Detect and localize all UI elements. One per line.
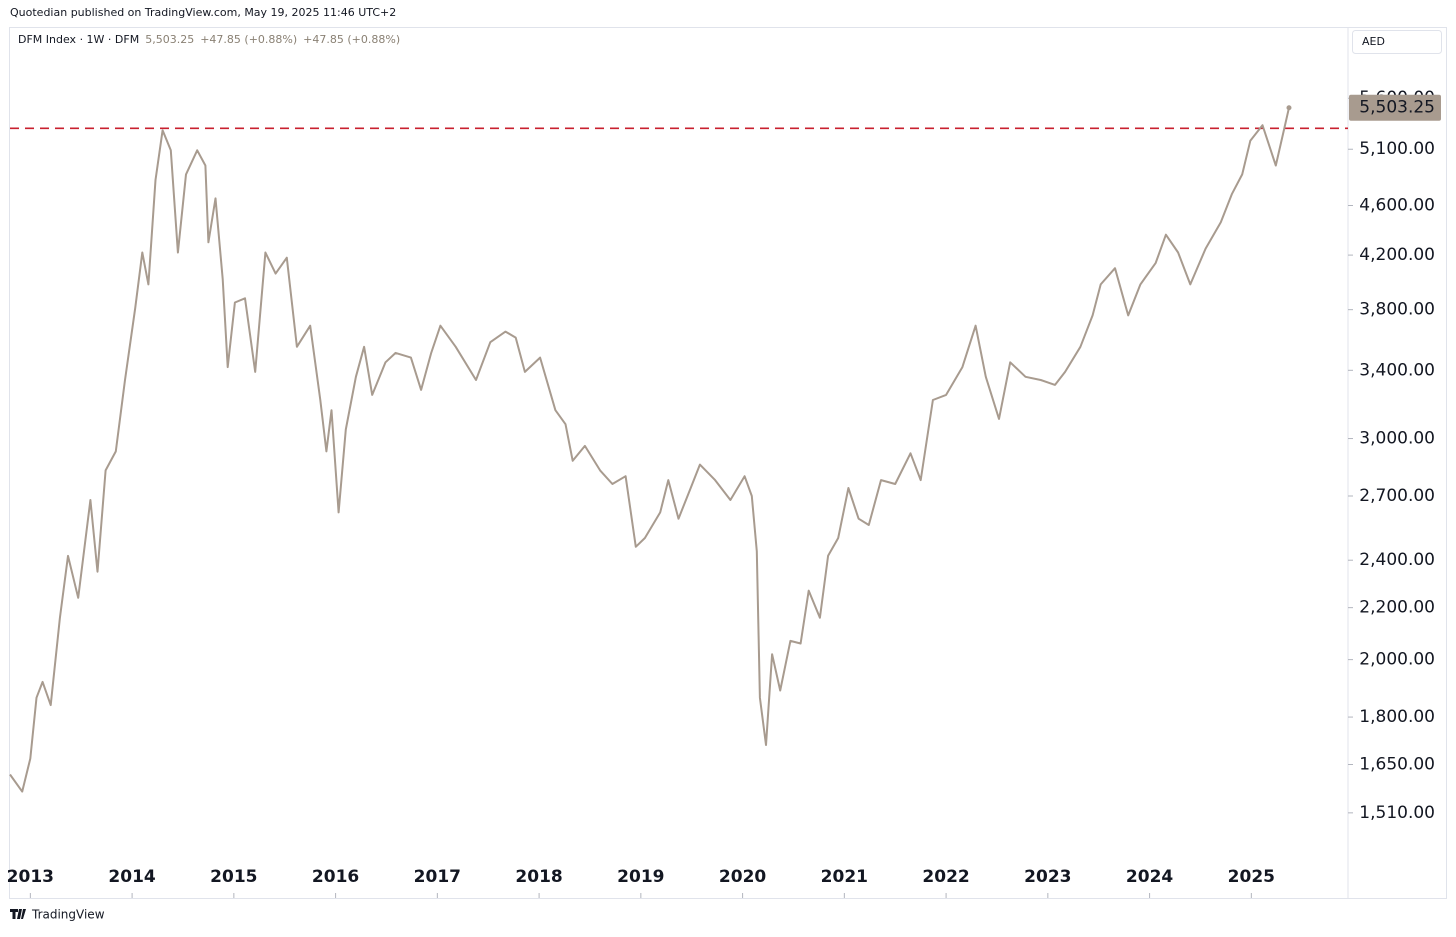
y-tick-label: 2,000.00	[1359, 650, 1435, 670]
y-tick-label: 4,200.00	[1359, 245, 1435, 265]
x-tick-label: 2017	[414, 867, 461, 887]
logo	[10, 909, 26, 919]
x-tick-label: 2024	[1126, 867, 1173, 887]
x-tick-label: 2015	[210, 867, 257, 887]
y-tick-label: 3,800.00	[1359, 300, 1435, 320]
x-tick-label: 2021	[821, 867, 868, 887]
currency[interactable]: AED	[1362, 35, 1385, 48]
y-tick-label: 2,700.00	[1359, 486, 1435, 506]
frame	[9, 27, 1447, 899]
x-tick-label: 2016	[312, 867, 359, 887]
y-tick-label: 5,100.00	[1359, 139, 1435, 159]
price-line	[9, 107, 1290, 793]
y-tick-label: 2,200.00	[1359, 598, 1435, 618]
x-tick-label: 2023	[1024, 867, 1071, 887]
y-tick-label: 1,650.00	[1359, 755, 1435, 775]
x-tick-label: 2022	[922, 867, 969, 887]
footer: TradingView	[10, 908, 105, 922]
last-point	[1286, 105, 1292, 111]
publisher: Quotedian published on TradingView.com, …	[10, 6, 396, 19]
x-tick-label: 2025	[1228, 867, 1275, 887]
y-tick-label: 1,510.00	[1359, 803, 1435, 823]
symbol: DFM Index · 1W · DFM 5,503.25 +47.85 (+0.8…	[18, 33, 400, 46]
change: +47.85 (+0.88%)	[200, 33, 297, 46]
symbol-name: DFM Index · 1W · DFM	[18, 33, 139, 46]
y-tick-label: 4,600.00	[1359, 195, 1435, 215]
y-tick-label: 1,800.00	[1359, 707, 1435, 727]
y-tick-label: 2,400.00	[1359, 550, 1435, 570]
x-tick-label: 2020	[719, 867, 766, 887]
last-price-label: 5,503.25	[1359, 98, 1435, 118]
price: 5,503.25	[145, 33, 194, 46]
currency-box[interactable]	[1352, 30, 1442, 54]
change: +47.85 (+0.88%)	[303, 33, 400, 46]
x-tick-label: 2018	[515, 867, 562, 887]
x-tick-label: 2019	[617, 867, 664, 887]
last-price-tag	[1349, 94, 1441, 121]
x-tick-label: 2014	[108, 867, 155, 887]
x-tick-label: 2013	[7, 867, 54, 887]
y-tick-label: 3,000.00	[1359, 429, 1435, 449]
y-tick-label: 3,400.00	[1359, 360, 1435, 380]
footer-text: TradingView	[31, 908, 105, 922]
